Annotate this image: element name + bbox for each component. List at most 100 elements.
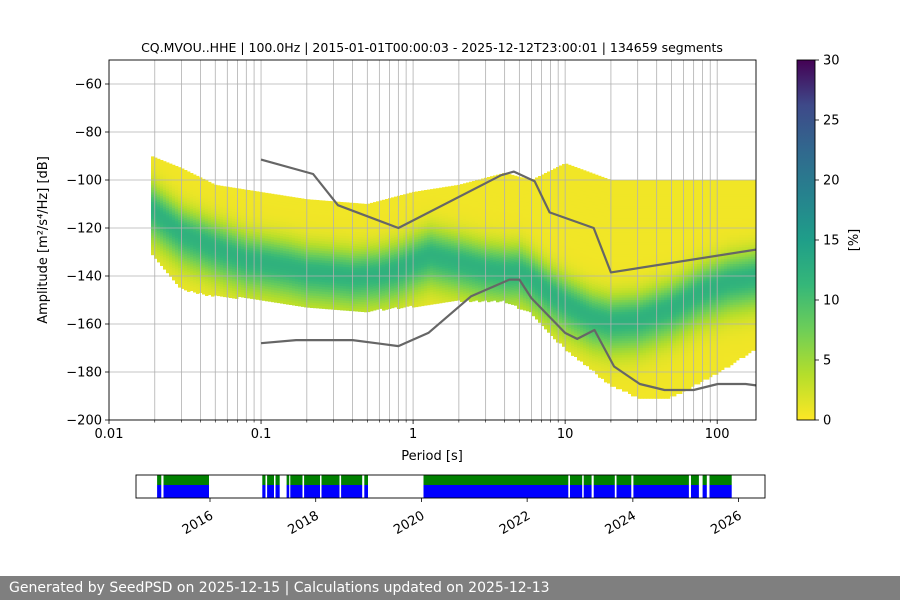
heatmap-cell xyxy=(418,255,422,259)
heatmap-cell xyxy=(403,254,407,258)
heatmap-cell xyxy=(319,260,323,264)
heatmap-cell xyxy=(334,254,338,258)
heatmap-cell xyxy=(256,198,260,202)
heatmap-cell xyxy=(469,196,473,199)
heatmap-cell xyxy=(166,253,170,257)
heatmap-cell xyxy=(460,217,464,221)
heatmap-cell xyxy=(220,233,224,237)
heatmap-cell xyxy=(418,282,422,285)
heatmap-cell xyxy=(244,208,248,212)
heatmap-cell xyxy=(361,206,365,209)
heatmap-cell xyxy=(328,306,332,310)
heatmap-cell xyxy=(181,230,185,234)
heatmap-cell xyxy=(301,200,305,204)
heatmap-cell xyxy=(421,264,425,268)
heatmap-cell xyxy=(220,291,224,295)
heatmap-cell xyxy=(421,202,425,206)
heatmap-cell xyxy=(421,212,425,215)
heatmap-cell xyxy=(469,268,473,271)
heatmap-cell xyxy=(157,235,161,239)
heatmap-cell xyxy=(280,236,284,239)
heatmap-cell xyxy=(244,271,248,274)
heatmap-cell xyxy=(250,257,254,261)
heatmap-cell xyxy=(415,215,419,219)
heatmap-cell xyxy=(472,202,476,206)
heatmap-cell xyxy=(244,273,248,277)
heatmap-cell xyxy=(184,189,188,192)
heatmap-cell xyxy=(466,216,470,219)
heatmap-cell xyxy=(286,244,290,247)
heatmap-cell xyxy=(376,213,380,217)
heatmap-cell xyxy=(151,216,155,220)
heatmap-cell xyxy=(466,220,470,224)
heatmap-cell xyxy=(292,285,296,289)
heatmap-cell xyxy=(355,263,359,266)
heatmap-cell xyxy=(466,259,470,263)
heatmap-cell xyxy=(211,291,215,295)
heatmap-cell xyxy=(154,244,158,247)
heatmap-cell xyxy=(247,276,251,280)
heatmap-cell xyxy=(151,247,155,251)
heatmap-cell xyxy=(223,186,227,190)
heatmap-cell xyxy=(184,172,188,176)
heatmap-cell xyxy=(406,227,410,230)
heatmap-cell xyxy=(202,229,206,233)
heatmap-cell xyxy=(265,272,269,275)
heatmap-cell xyxy=(244,268,248,272)
heatmap-cell xyxy=(430,287,434,291)
heatmap-cell xyxy=(229,261,233,265)
heatmap-cell xyxy=(295,231,299,234)
heatmap-cell xyxy=(415,301,419,305)
heatmap-cell xyxy=(298,224,302,228)
heatmap-cell xyxy=(166,215,170,218)
heatmap-cell xyxy=(355,222,359,226)
heatmap-cell xyxy=(322,289,326,293)
heatmap-cell xyxy=(310,278,314,282)
heatmap-cell xyxy=(343,228,347,232)
heatmap-cell xyxy=(268,286,272,290)
heatmap-cell xyxy=(154,212,158,216)
heatmap-cell xyxy=(394,278,398,281)
heatmap-cell xyxy=(154,200,158,204)
heatmap-cell xyxy=(172,227,176,230)
heatmap-cell xyxy=(424,245,428,248)
heatmap-cell xyxy=(385,237,389,241)
heatmap-cell xyxy=(424,247,428,251)
heatmap-cell xyxy=(244,256,248,260)
heatmap-cell xyxy=(235,284,239,287)
heatmap-cell xyxy=(175,218,179,222)
heatmap-cell xyxy=(157,178,161,181)
heatmap-cell xyxy=(217,230,221,234)
heatmap-cell xyxy=(190,194,194,198)
heatmap-cell xyxy=(424,286,428,289)
heatmap-cell xyxy=(307,290,311,294)
heatmap-cell xyxy=(172,191,176,194)
heatmap-cell xyxy=(181,175,185,179)
heatmap-cell xyxy=(400,303,404,306)
heatmap-cell xyxy=(202,212,206,216)
heatmap-cell xyxy=(217,218,221,222)
heatmap-cell xyxy=(307,247,311,251)
heatmap-cell xyxy=(310,290,314,294)
heatmap-cell xyxy=(424,238,428,241)
heatmap-cell xyxy=(265,197,269,201)
heatmap-cell xyxy=(385,254,389,257)
heatmap-cell xyxy=(268,272,272,276)
heatmap-cell xyxy=(436,293,440,297)
heatmap-cell xyxy=(286,227,290,231)
heatmap-cell xyxy=(295,204,299,208)
heatmap-cell xyxy=(244,192,248,195)
heatmap-cell xyxy=(247,295,251,299)
heatmap-cell xyxy=(301,272,305,276)
heatmap-cell xyxy=(223,277,227,281)
heatmap-cell xyxy=(289,251,293,255)
heatmap-cell xyxy=(214,187,218,190)
heatmap-cell xyxy=(424,199,428,203)
heatmap-cell xyxy=(202,193,206,197)
heatmap-cell xyxy=(328,205,332,209)
heatmap-cell xyxy=(421,245,425,249)
heatmap-cell xyxy=(421,262,425,266)
heatmap-cell xyxy=(460,205,464,209)
heatmap-cell xyxy=(214,285,218,289)
heatmap-cell xyxy=(394,249,398,253)
